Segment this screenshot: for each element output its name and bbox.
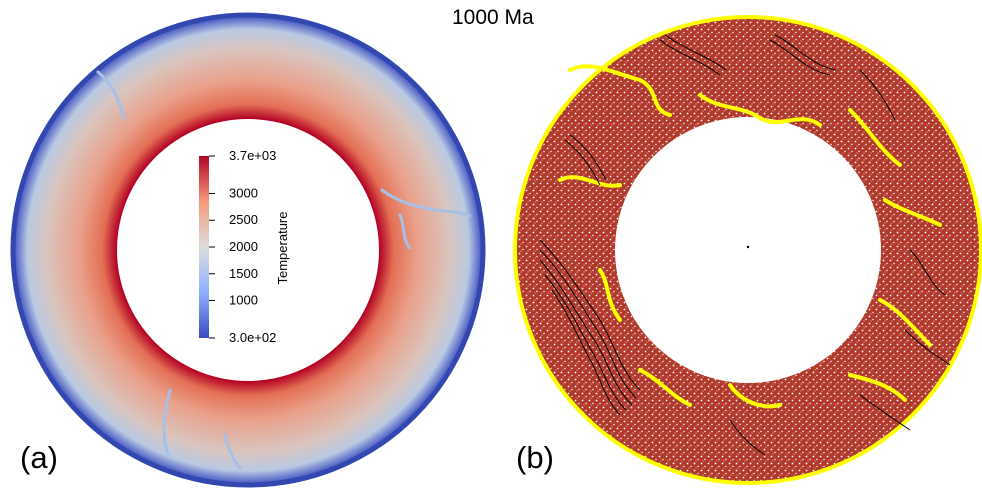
temperature-annulus [12, 14, 484, 486]
panel-b-label: (b) [516, 440, 554, 475]
colorbar-tick-label: 3000 [229, 185, 258, 200]
crust-streaks [558, 64, 942, 409]
colorbar-gradient [199, 156, 209, 338]
outer-crust-ring [513, 15, 982, 485]
colorbar-ticks: 3000 2500 2000 1500 1000 [209, 155, 258, 339]
colorbar-max-label: 3.7e+03 [229, 148, 276, 163]
tracer-streamlines [539, 34, 951, 456]
colorbar-tick-label: 1500 [229, 266, 258, 281]
colorbar: 3000 2500 2000 1500 1000 3.7e+03 3.0e+02 Tem… [199, 148, 290, 345]
colorbar-tick-label: 2000 [229, 239, 258, 254]
outer-cold-boundary [10, 12, 486, 488]
mantle-annulus [514, 16, 982, 484]
center-dot [746, 245, 750, 249]
colorbar-tick-label: 1000 [229, 293, 258, 308]
colorbar-min-label: 3.0e+02 [229, 330, 276, 345]
figure-title: 1000 Ma [452, 6, 534, 29]
panel-a-label: (a) [20, 440, 58, 475]
panel-b [513, 15, 982, 485]
colorbar-title: Temperature [275, 212, 290, 285]
colorbar-tick-label: 2500 [229, 212, 258, 227]
plume-features [96, 70, 472, 470]
panel-a: 3000 2500 2000 1500 1000 3.7e+03 3.0e+02 Tem… [10, 12, 486, 488]
